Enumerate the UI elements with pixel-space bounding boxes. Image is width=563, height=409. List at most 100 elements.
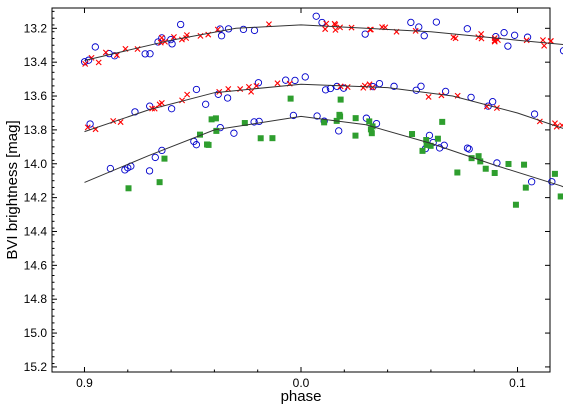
data-point-square xyxy=(208,116,215,123)
data-point-circle xyxy=(559,47,563,55)
data-point-cross xyxy=(344,84,351,91)
data-point-cross xyxy=(322,26,329,33)
data-point-circle xyxy=(131,108,139,116)
data-point-circle xyxy=(168,40,176,48)
data-point-cross xyxy=(84,124,91,131)
data-point-circle xyxy=(158,146,166,155)
data-point-circle xyxy=(489,98,497,106)
data-point-circle xyxy=(432,18,441,26)
data-point-cross xyxy=(539,37,546,44)
data-point-cross xyxy=(491,37,498,44)
data-point-square xyxy=(366,118,373,125)
y-axis-title: BVI brightness [mag] xyxy=(4,120,21,259)
data-point-cross xyxy=(170,33,177,40)
data-point-circle xyxy=(463,25,471,33)
data-point-circle xyxy=(255,117,263,126)
data-point-circle xyxy=(361,30,369,38)
data-point-square xyxy=(337,96,344,103)
data-point-circle xyxy=(301,73,309,81)
data-point-cross xyxy=(253,82,260,89)
data-point-cross xyxy=(82,60,89,67)
data-point-circle xyxy=(282,76,290,84)
data-point-circle xyxy=(146,50,154,58)
data-point-circle xyxy=(230,129,238,137)
data-point-cross xyxy=(425,93,432,100)
data-point-circle xyxy=(407,18,415,27)
data-point-circle xyxy=(216,123,224,132)
data-point-square xyxy=(241,120,248,127)
data-point-square xyxy=(551,170,558,177)
data-point-circle xyxy=(250,118,258,126)
data-point-square xyxy=(454,169,461,176)
data-point-square xyxy=(352,115,359,122)
data-point-cross xyxy=(360,84,367,91)
y-tick-label: 14.6 xyxy=(24,258,48,272)
data-point-cross xyxy=(337,83,344,90)
data-point-circle xyxy=(250,26,259,35)
data-point-circle xyxy=(504,42,512,50)
data-point-circle xyxy=(312,12,320,20)
data-point-circle xyxy=(318,18,326,27)
axis-ticks: 0.90.00.10.20.30.40.50.60.70.80.90.00.11… xyxy=(24,8,550,390)
y-tick-label: 14.0 xyxy=(24,157,48,171)
data-point-circle xyxy=(289,111,298,120)
data-point-square xyxy=(423,137,430,144)
x-tick-label: 0.0 xyxy=(293,376,310,390)
data-point-square xyxy=(468,155,475,162)
data-point-square xyxy=(205,141,212,148)
data-point-square xyxy=(522,184,529,191)
model-curve-V xyxy=(84,83,563,133)
data-point-square xyxy=(257,135,264,142)
data-point-square xyxy=(434,135,441,142)
model-curves xyxy=(84,24,563,188)
data-point-cross xyxy=(541,42,548,49)
data-point-circle xyxy=(217,32,226,40)
data-point-square xyxy=(505,160,512,167)
data-point-cross xyxy=(237,86,244,93)
data-point-circle xyxy=(223,94,232,102)
data-point-circle xyxy=(313,112,321,120)
y-tick-label: 14.4 xyxy=(24,224,48,238)
data-point-cross xyxy=(438,92,445,99)
data-point-square xyxy=(482,165,489,172)
data-point-cross xyxy=(450,34,457,41)
data-point-cross xyxy=(248,88,255,95)
data-point-circle xyxy=(167,105,176,113)
y-tick-label: 13.6 xyxy=(24,89,48,103)
data-point-cross xyxy=(367,26,374,33)
data-point-circle xyxy=(500,29,508,37)
x-tick-label: 0.1 xyxy=(509,376,526,390)
y-tick-label: 15.0 xyxy=(24,326,48,340)
data-point-circle xyxy=(239,25,248,34)
data-point-circle xyxy=(425,131,434,140)
y-tick-label: 14.8 xyxy=(24,292,48,306)
y-tick-label: 13.8 xyxy=(24,123,48,137)
data-point-circle xyxy=(86,120,94,128)
data-point-circle xyxy=(254,79,263,87)
data-point-circle xyxy=(121,166,129,174)
data-point-circle xyxy=(465,145,473,153)
data-point-circle xyxy=(523,33,532,41)
y-tick-label: 15.2 xyxy=(24,360,48,374)
data-point-square xyxy=(269,135,276,142)
data-point-cross xyxy=(158,34,165,41)
data-point-circle xyxy=(335,127,343,135)
data-point-cross xyxy=(102,49,109,56)
data-point-square xyxy=(477,158,484,165)
data-point-circle xyxy=(415,23,423,31)
data-point-cross xyxy=(184,91,191,98)
y-tick-label: 13.2 xyxy=(24,21,48,35)
data-point-square xyxy=(125,185,132,192)
x-tick-label: 0.9 xyxy=(76,376,93,390)
data-point-circle xyxy=(151,153,159,162)
data-markers xyxy=(80,12,563,208)
data-point-circle xyxy=(390,82,398,90)
data-point-square xyxy=(439,118,446,125)
data-point-circle xyxy=(141,50,149,58)
data-point-square xyxy=(287,95,294,102)
data-point-circle xyxy=(202,100,210,108)
y-tick-label: 13.4 xyxy=(24,55,48,69)
data-point-circle xyxy=(291,76,299,85)
data-point-circle xyxy=(527,178,536,186)
